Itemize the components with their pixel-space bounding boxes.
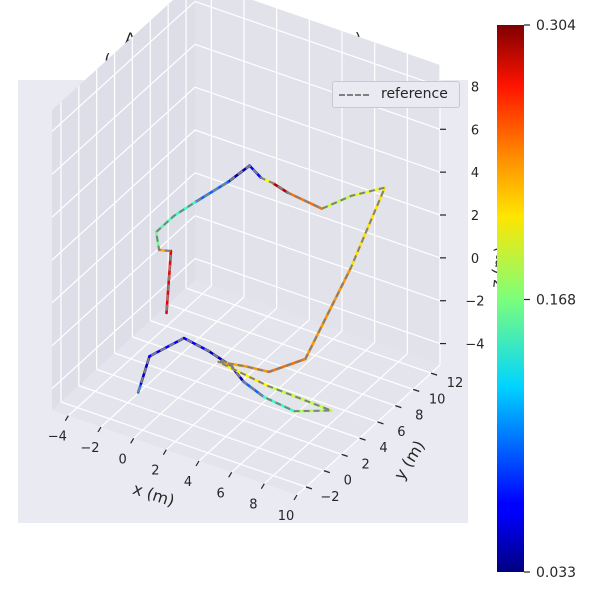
grid-z-wall — [51, 86, 196, 218]
x-tick-mark — [64, 415, 69, 421]
y-tick-label: 12 — [447, 376, 464, 391]
grid-x-floor — [67, 285, 212, 417]
grid-z-back — [194, 172, 441, 259]
grid-y-floor — [78, 385, 325, 472]
grid-z-wall — [51, 0, 196, 132]
grid-z-back — [194, 258, 441, 345]
grid-z-back — [194, 129, 441, 216]
grid-z-back — [194, 0, 441, 87]
reference-line — [137, 164, 387, 413]
grid-x-floor — [165, 319, 310, 451]
legend-reference-swatch — [339, 94, 369, 96]
x-tick-mark — [260, 483, 265, 489]
y-tick-label: 6 — [397, 425, 405, 440]
x-tick-mark — [195, 460, 200, 467]
colorbar — [497, 25, 524, 572]
x-tick-label: 8 — [249, 498, 257, 513]
x-tick-mark — [162, 449, 167, 455]
grid-z-wall — [51, 129, 196, 261]
y-tick-mark — [377, 421, 384, 425]
floor-pane — [52, 280, 440, 495]
x-tick-label: −2 — [80, 441, 99, 456]
grid-z-wall — [51, 43, 196, 175]
z-tick-label: 2 — [471, 209, 479, 224]
grid-y-floor — [60, 401, 307, 488]
y-tick-label: 4 — [379, 441, 387, 456]
z-tick-label: 6 — [471, 123, 479, 138]
y-tick-label: 8 — [415, 409, 423, 424]
y-tick-mark — [430, 372, 438, 376]
colorbar-tick-label: 0.304 — [536, 18, 576, 34]
z-tick-label: 8 — [471, 80, 479, 95]
grid-x-floor — [231, 341, 376, 473]
x-tick-mark — [130, 438, 135, 444]
axis-panes — [52, 0, 440, 495]
z-tick-label: −4 — [465, 338, 484, 353]
x-tick-label: 10 — [278, 509, 295, 524]
grid-x-floor — [263, 353, 408, 485]
legend-reference-label: reference — [381, 86, 448, 102]
y-tick-mark — [323, 470, 331, 474]
x-tick-label: 4 — [184, 475, 192, 490]
grid-y-floor — [150, 320, 396, 407]
y-tick-label: −2 — [320, 490, 339, 505]
grid-lines — [51, 0, 441, 496]
y-tick-mark — [341, 453, 348, 457]
z-tick-label: −2 — [465, 295, 484, 310]
left-wall-pane — [52, 0, 195, 410]
trajectory — [136, 164, 387, 413]
grid-z-back — [194, 215, 441, 302]
z-tick-label: 4 — [471, 166, 479, 181]
x-tick-label: −4 — [48, 430, 67, 445]
trajectory-segment — [165, 249, 173, 315]
grid-x-floor — [100, 296, 245, 428]
y-tick-mark — [412, 388, 420, 392]
grid-y-floor — [185, 287, 432, 374]
grid-y-floor — [96, 368, 342, 455]
y-tick-label: 10 — [429, 392, 446, 407]
x-tick-label: 6 — [217, 486, 225, 501]
grid-x-floor — [296, 364, 441, 496]
x-tick-mark — [293, 494, 298, 501]
y-tick-mark — [395, 405, 402, 409]
colorbar-ticks: 0.304 0.168 0.033 — [524, 18, 576, 581]
y-tick-label: 0 — [344, 474, 352, 489]
grid-x-floor — [198, 330, 343, 462]
y-tick-label: 2 — [362, 457, 370, 472]
grid-x-floor — [133, 307, 278, 439]
x-tick-mark — [97, 426, 102, 433]
z-tick-label: 0 — [471, 252, 479, 267]
x-tick-label: 2 — [151, 464, 159, 479]
y-tick-mark — [305, 486, 313, 490]
grid-y-floor — [114, 352, 360, 439]
grid-z-back — [194, 86, 441, 173]
legend: reference — [332, 81, 460, 108]
grid-z-wall — [51, 258, 196, 390]
grid-y-floor — [167, 303, 414, 390]
colorbar-tick-label: 0.033 — [536, 565, 576, 581]
x-tick-label: 0 — [119, 452, 127, 467]
y-tick-mark — [359, 437, 366, 441]
x-tick-mark — [228, 472, 233, 478]
grid-z-wall — [51, 215, 196, 347]
grid-z-wall — [51, 172, 196, 304]
colorbar-tick-label: 0.168 — [536, 293, 576, 309]
grid-z-back — [194, 43, 441, 130]
